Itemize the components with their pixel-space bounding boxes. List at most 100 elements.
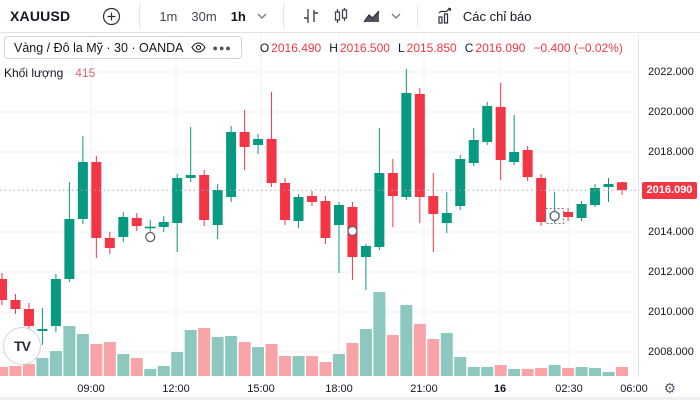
ohlc-high-label: H (329, 40, 338, 55)
symbol-name[interactable]: XAUUSD (10, 8, 71, 24)
interval-dropdown-chevron-icon[interactable] (253, 11, 271, 22)
interval-button-1h[interactable]: 1h (224, 2, 253, 30)
chart-area[interactable]: Vàng / Đô la Mỹ · 30 · OANDA ●●● O 2016.4… (0, 33, 700, 400)
candle-body (522, 150, 533, 177)
volume-bar (36, 357, 49, 376)
price-axis-label: 2010.000 (648, 306, 694, 318)
candle-body (185, 175, 196, 178)
volume-bar (467, 366, 480, 376)
volume-label[interactable]: Khối lượng (4, 66, 64, 80)
candle-body (212, 190, 223, 225)
indicators-button[interactable]: Các chỉ báo (430, 2, 538, 30)
eye-visibility-icon[interactable] (190, 42, 206, 53)
candle-body (536, 178, 547, 222)
volume-bar (332, 353, 345, 376)
volume-bar (130, 357, 143, 376)
trade-marker (347, 225, 358, 237)
ohlc-open-label: O (259, 40, 270, 55)
volume-bar (535, 367, 548, 376)
ohlc-close-value: 2016.090 (475, 40, 526, 55)
chart-toolbar: XAUUSD 1m 30m 1h (0, 0, 700, 33)
candle-body (91, 162, 102, 238)
ohlc-close-label: C (464, 40, 474, 55)
ohlc-high-value: 2016.500 (339, 40, 390, 55)
chart-legend: Vàng / Đô la Mỹ · 30 · OANDA ●●● O 2016.4… (4, 36, 623, 80)
last-price-badge: 2016.090 (642, 181, 697, 199)
candle-body (131, 218, 142, 226)
toolbar-separator (139, 5, 141, 27)
ohlc-open-value: 2016.490 (271, 40, 322, 55)
volume-bar (144, 368, 157, 376)
volume-bar (76, 334, 89, 376)
time-axis[interactable]: ⚙ 09:00 12:00 15:00 18:00 21:00 16 02:30 06:00 (0, 377, 700, 400)
candle-body (280, 183, 291, 220)
volume-bar (184, 330, 197, 376)
time-axis-label: 15:00 (247, 383, 275, 395)
candle-body (293, 197, 304, 221)
volume-bar (49, 351, 62, 376)
area-chart-type-icon[interactable] (356, 2, 387, 30)
legend-symbol-pill[interactable]: Vàng / Đô la Mỹ · 30 · OANDA ●●● (4, 36, 242, 59)
candle-body (253, 139, 264, 145)
volume-bar (386, 335, 399, 376)
price-change-readout: −0.400 (−0.02%) (533, 40, 623, 55)
volume-bar (305, 356, 318, 376)
time-axis-label: 09:00 (77, 383, 105, 395)
volume-bar (346, 343, 359, 376)
candle-body (23, 309, 34, 326)
volume-bar (359, 329, 372, 376)
candle-body (64, 219, 75, 279)
volume-bar (548, 365, 561, 376)
interval-button-1m[interactable]: 1m (152, 2, 184, 30)
trade-marker (549, 210, 560, 222)
candle-body (482, 106, 493, 142)
price-axis[interactable]: 2016.090 2022.000 2020.000 2018.000 2014.00… (639, 33, 700, 400)
candle-body (266, 139, 277, 183)
candle-body (50, 279, 61, 326)
time-axis-label: 02:30 (555, 383, 583, 395)
interval-button-30m[interactable]: 30m (184, 2, 223, 30)
candle-body (414, 94, 425, 197)
volume-bar (103, 342, 116, 376)
candle-chart-type-icon[interactable] (326, 2, 356, 30)
volume-bar (494, 365, 507, 376)
price-axis-label: 2018.000 (648, 146, 694, 158)
price-axis-label: 2020.000 (648, 106, 694, 118)
volume-bar (279, 356, 292, 376)
volume-bar (22, 363, 35, 376)
candle-body (428, 196, 439, 214)
candle-body (509, 152, 520, 162)
legend-symbol-title: Vàng / Đô la Mỹ · 30 · OANDA (14, 40, 184, 55)
candle-body (563, 212, 574, 217)
price-axis-label: 2008.000 (648, 346, 694, 358)
candle-body (0, 279, 7, 300)
trade-marker (145, 231, 156, 243)
candle-body (374, 173, 385, 247)
volume-bar (238, 342, 251, 376)
volume-bar (454, 357, 467, 376)
plus-circle-icon (103, 7, 121, 25)
candle-body (590, 188, 601, 205)
axis-settings-gear-icon[interactable]: ⚙ (663, 380, 676, 396)
time-axis-label: 16 (493, 383, 507, 395)
candle-body (455, 159, 466, 206)
candle-body (495, 107, 506, 160)
candle-body (306, 196, 317, 202)
legend-more-options-icon[interactable]: ●●● (212, 42, 232, 53)
candle-body (104, 238, 115, 248)
volume-bar (292, 356, 305, 376)
volume-bar (157, 366, 170, 376)
candle-body (320, 201, 331, 238)
candle-body (387, 173, 398, 196)
volume-bar (440, 333, 453, 376)
chart-type-dropdown-chevron-icon[interactable] (387, 11, 405, 22)
time-axis-label: 06:00 (620, 383, 648, 395)
compare-add-symbol-icon[interactable] (96, 2, 127, 30)
bar-chart-type-icon[interactable] (296, 2, 326, 30)
candle-body (118, 217, 129, 237)
tradingview-logo[interactable]: TV (3, 327, 41, 365)
volume-bar (0, 366, 8, 376)
ohlc-readout: O 2016.490 H 2016.500 L 2015.850 C 2016.090 … (252, 41, 623, 55)
time-axis-label: 21:00 (410, 383, 438, 395)
